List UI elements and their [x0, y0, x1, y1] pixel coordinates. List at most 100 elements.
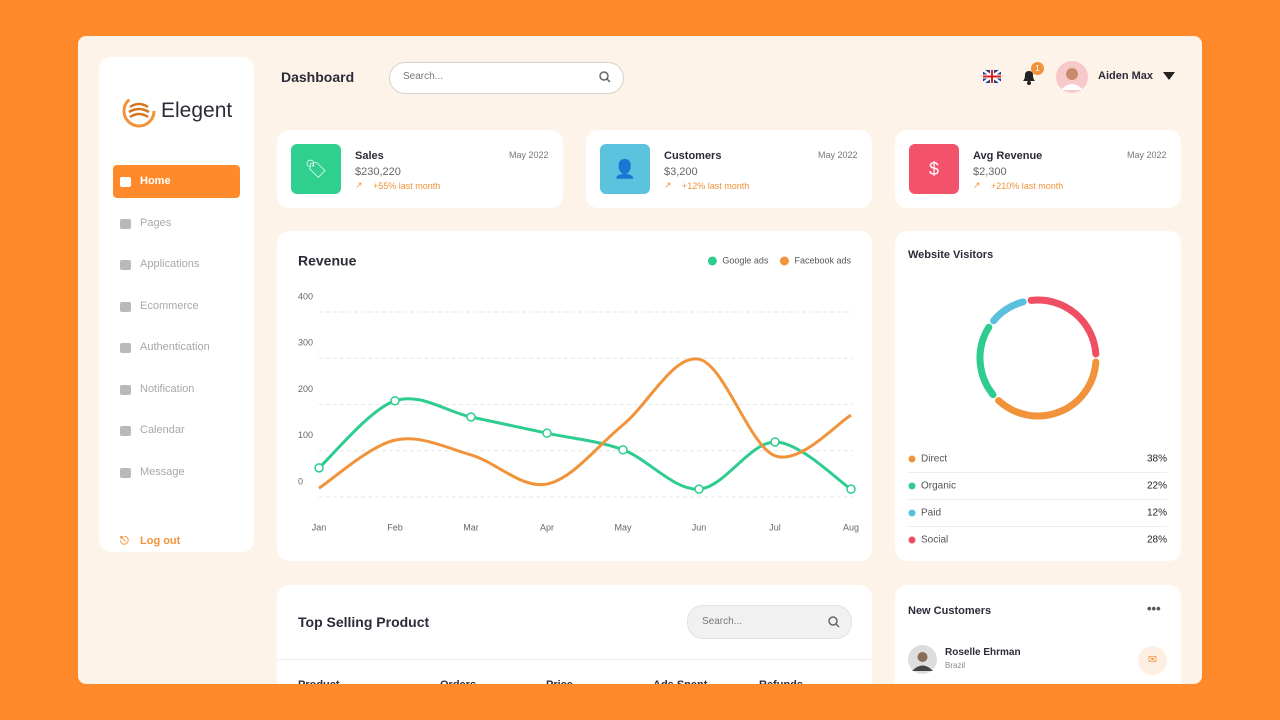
legend-swatch: [707, 256, 717, 266]
panel: Elegent ⎋ Log out Dashboard Search... 1 …: [78, 36, 1202, 684]
legend-swatch: [779, 256, 789, 266]
trend-icon: ↗: [664, 180, 672, 190]
customer-country: Brazil: [945, 661, 966, 670]
visitors-card: [895, 231, 1181, 561]
point-marker: [466, 412, 476, 422]
x-tick-label: May: [614, 522, 632, 532]
chart-title: Website Visitors: [908, 249, 993, 261]
menu-item[interactable]: Notification: [140, 382, 195, 395]
x-tick-label: Aug: [843, 522, 859, 532]
trend-icon: ↗: [973, 180, 981, 190]
trend-icon: ↗: [355, 180, 363, 190]
customers-card: New Customers ••• Roselle Ehrman Brazil …: [895, 585, 1181, 684]
column-header: Ads Spent: [653, 679, 707, 684]
donut-segment: [1027, 296, 1100, 358]
stat-label: Customers: [664, 150, 722, 162]
search-placeholder: Search...: [403, 71, 444, 82]
stat-change: +210% last month: [991, 181, 1064, 191]
menu-item[interactable]: Authentication: [140, 341, 210, 353]
menu-active-bg: [113, 165, 240, 198]
stat-icon: 👤: [600, 144, 650, 194]
stat-change: +55% last month: [373, 181, 441, 191]
products-title: Top Selling Product: [298, 614, 430, 630]
menu-icon: [120, 177, 131, 187]
menu-icon: [120, 218, 131, 229]
mail-button[interactable]: ✉: [1138, 646, 1167, 675]
menu-item[interactable]: Applications: [140, 258, 200, 270]
menu-icon: [120, 260, 131, 270]
stat-value: $3,200: [664, 166, 698, 178]
y-tick-label: 0: [298, 476, 303, 486]
menu-item[interactable]: Ecommerce: [140, 299, 199, 312]
logout[interactable]: Log out: [140, 535, 181, 547]
column-header: Product: [298, 679, 340, 684]
user-menu-caret[interactable]: [1163, 72, 1175, 81]
products-search[interactable]: [687, 605, 852, 639]
stat-date: May 2022: [818, 150, 858, 160]
stat-value: $230,220: [355, 166, 401, 178]
menu-icon: [120, 343, 131, 353]
search-icon: [599, 71, 611, 83]
products-card: Top Selling Product Search... Product Ord…: [277, 585, 872, 684]
bell-icon[interactable]: [1020, 68, 1038, 86]
legend-value: 28%: [1147, 535, 1167, 546]
products-search-placeholder: Search...: [702, 616, 743, 627]
column-header: Orders: [440, 679, 476, 684]
menu-icon: [120, 467, 131, 478]
point-marker: [618, 445, 628, 455]
customers-title: New Customers: [908, 605, 992, 617]
menu-icon: [120, 301, 131, 312]
stat-value: $2,300: [973, 166, 1007, 178]
revenue-card: [277, 231, 872, 561]
point-marker: [542, 428, 552, 438]
legend-label: Facebook ads: [794, 255, 851, 265]
legend-swatch: [908, 455, 916, 463]
y-tick-label: 200: [298, 384, 313, 394]
search-icon: [828, 616, 840, 628]
x-tick-label: Feb: [387, 522, 403, 532]
x-tick-label: Apr: [540, 522, 554, 532]
point-marker: [770, 437, 780, 447]
x-tick-label: Mar: [463, 522, 479, 532]
divider: [277, 659, 872, 660]
search-box[interactable]: [389, 62, 624, 94]
legend-swatch: [908, 509, 916, 517]
user-name: Aiden Max: [1098, 70, 1154, 82]
legend-swatch: [908, 536, 916, 544]
brand-logo: [122, 94, 156, 128]
stat-label: Sales: [355, 150, 384, 162]
customer-name: Roselle Ehrman: [945, 647, 1021, 658]
point-marker: [694, 484, 704, 494]
legend-value: 22%: [1147, 481, 1167, 492]
user-avatar[interactable]: [1056, 61, 1088, 93]
page-title: Dashboard: [281, 69, 355, 85]
stat-date: May 2022: [509, 150, 549, 160]
x-tick-label: Jul: [769, 522, 781, 532]
legend-value: 38%: [1147, 454, 1167, 465]
layout: Elegent ⎋ Log out Dashboard Search... 1 …: [78, 36, 1202, 684]
series-line: [318, 357, 852, 490]
stat-icon: $: [909, 144, 959, 194]
x-tick-label: Jun: [692, 522, 707, 532]
menu-item[interactable]: Home: [140, 175, 171, 187]
menu-item[interactable]: Pages: [140, 216, 172, 229]
more-button[interactable]: •••: [1147, 601, 1161, 616]
donut-segment: [976, 323, 997, 399]
menu-item[interactable]: Message: [140, 465, 185, 478]
legend-label: Google ads: [722, 255, 769, 265]
x-tick-label: Jan: [312, 522, 327, 532]
stat-date: May 2022: [1127, 150, 1167, 160]
legend-value: 12%: [1147, 508, 1167, 519]
notification-badge: 1: [1031, 62, 1044, 75]
menu-icon: [120, 384, 131, 395]
flag-icon[interactable]: [983, 70, 1001, 83]
point-marker: [314, 463, 324, 473]
point-marker: [390, 396, 400, 406]
column-header: Price: [546, 679, 573, 684]
legend-label: Direct: [921, 454, 947, 465]
customer-avatar: [908, 645, 937, 674]
stat-change: +12% last month: [682, 181, 750, 191]
menu-item[interactable]: Calendar: [140, 424, 185, 436]
chart-title: Revenue: [298, 253, 357, 269]
